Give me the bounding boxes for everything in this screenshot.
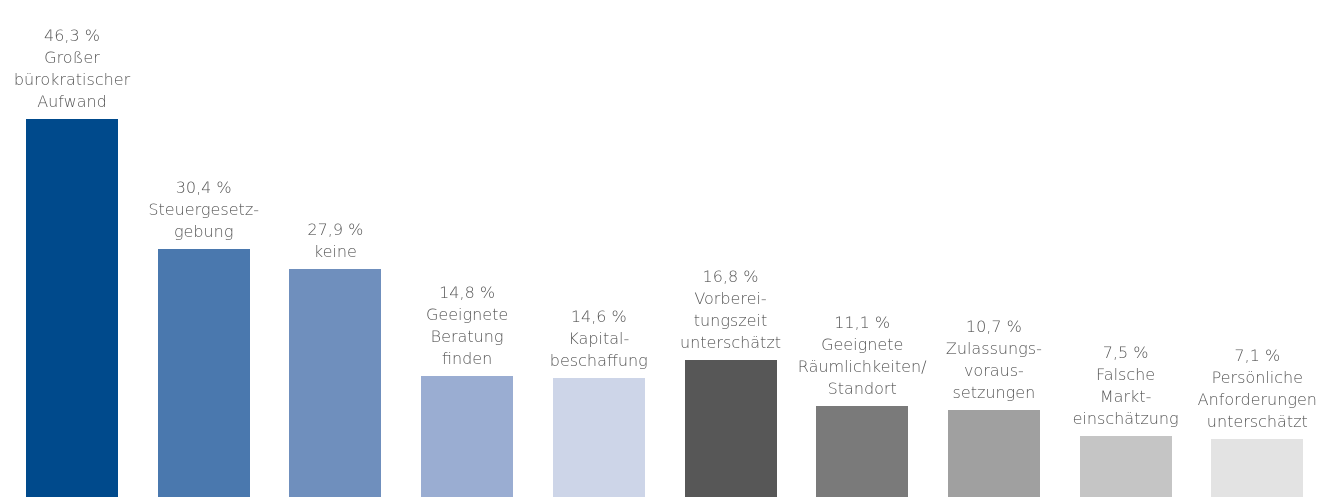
value-label: 7,5 % [1102,342,1149,362]
category-label: Vorberei- tungszeit unterschätzt [680,288,781,352]
bar [421,376,514,497]
bar [26,119,118,497]
bar [816,406,909,497]
value-label: 30,4 % [175,177,232,197]
bar-label: 7,1 % Persönliche Anforderungen unterschä… [1177,345,1337,433]
bar [1079,435,1172,497]
category-label: keine [313,242,357,262]
bar [157,248,250,497]
category-label: Steuergesetz- gebung [148,199,259,241]
value-label: 16,8 % [702,266,759,286]
bar-label: 14,8 % Geeignete Beratung finden [387,282,547,370]
bar-label: 7,5 % Falsche Markt- einschätzung [1046,342,1206,430]
value-label: 14,8 % [439,283,496,303]
bar [684,359,777,497]
bar-label: 11,1 % Geeignete Räumlichkeiten/ Standort [782,312,942,400]
value-label: 11,1 % [834,313,891,333]
bar-label: 14,6 % Kapital- beschaffung [519,306,679,372]
bar-label: 16,8 % Vorberei- tungszeit unterschätzt [651,266,811,354]
bar-label: 30,4 % Steuergesetz- gebung [124,177,284,243]
category-label: Zulassungs- voraus- setzungen [945,338,1042,402]
bar [1211,439,1304,497]
category-label: Großer bürokratischer Aufwand [13,48,131,111]
bar [947,409,1040,497]
value-label: 27,9 % [307,220,364,240]
value-label: 46,3 % [44,26,100,45]
value-label: 7,1 % [1234,346,1281,366]
category-label: Geeignete Räumlichkeiten/ Standort [797,335,927,399]
category-label: Geeignete Beratung finden [425,305,509,369]
category-label: Kapital- beschaffung [549,328,648,370]
bar-label: 46,3 % Großer bürokratischer Aufwand [0,25,152,113]
bar-label: 10,7 % Zulassungs- voraus- setzungen [914,316,1074,404]
category-label: Falsche Markt- einschätzung [1072,364,1179,428]
value-label: 14,6 % [570,306,627,326]
bar [552,377,645,497]
category-label: Persönliche Anforderungen unterschätzt [1197,368,1317,432]
bar [289,269,382,497]
bar-label: 27,9 % keine [255,219,415,263]
value-label: 10,7 % [965,316,1022,336]
